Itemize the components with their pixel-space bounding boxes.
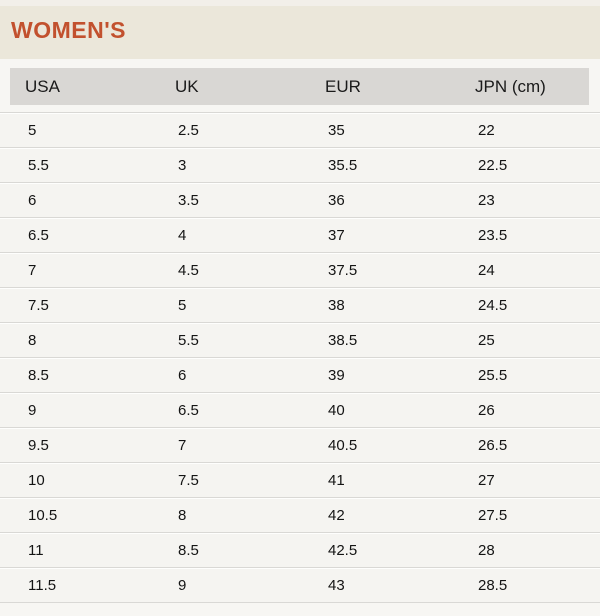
cell-uk: 8: [178, 506, 187, 524]
column-header-usa: USA: [25, 76, 60, 96]
cell-uk: 3: [178, 156, 187, 174]
column-header-jpn: JPN (cm): [475, 76, 546, 96]
column-header-uk: UK: [175, 76, 199, 96]
cell-eur: 40.5: [328, 436, 358, 454]
column-header-eur: EUR: [325, 76, 361, 96]
cell-usa: 8: [28, 331, 37, 349]
section-header-band: WOMEN'S: [0, 0, 600, 59]
table-row: 10.5 8 42 27.5: [0, 497, 600, 532]
table-row: 8.5 6 39 25.5: [0, 357, 600, 392]
size-table-body: 5 2.5 35 22 5.5 3 35.5 22.5 6 3.5 36 23 …: [0, 112, 600, 603]
cell-usa: 10.5: [28, 506, 58, 524]
cell-usa: 8.5: [28, 366, 49, 384]
table-row: 7 4.5 37.5 24: [0, 252, 600, 287]
cell-uk: 4: [178, 226, 187, 244]
cell-eur: 35: [328, 121, 345, 139]
cell-eur: 40: [328, 401, 345, 419]
cell-usa: 5: [28, 121, 37, 139]
cell-eur: 43: [328, 576, 345, 594]
table-row: 6.5 4 37 23.5: [0, 217, 600, 252]
cell-jpn: 25: [478, 331, 495, 349]
cell-eur: 37.5: [328, 261, 358, 279]
cell-jpn: 26.5: [478, 436, 508, 454]
cell-eur: 35.5: [328, 156, 358, 174]
cell-eur: 36: [328, 191, 345, 209]
cell-eur: 42.5: [328, 541, 358, 559]
table-row: 8 5.5 38.5 25: [0, 322, 600, 357]
table-row: 9 6.5 40 26: [0, 392, 600, 427]
cell-uk: 2.5: [178, 121, 199, 139]
table-row: 11.5 9 43 28.5: [0, 567, 600, 602]
table-row: 7.5 5 38 24.5: [0, 287, 600, 322]
cell-uk: 5: [178, 296, 187, 314]
cell-uk: 5.5: [178, 331, 199, 349]
cell-uk: 7: [178, 436, 187, 454]
cell-usa: 10: [28, 471, 45, 489]
table-row: 5.5 3 35.5 22.5: [0, 147, 600, 182]
size-table-header-row: USA UK EUR JPN (cm): [10, 68, 589, 105]
cell-eur: 41: [328, 471, 345, 489]
cell-jpn: 28.5: [478, 576, 508, 594]
cell-uk: 9: [178, 576, 187, 594]
cell-jpn: 23: [478, 191, 495, 209]
cell-jpn: 27.5: [478, 506, 508, 524]
cell-jpn: 26: [478, 401, 495, 419]
cell-eur: 38.5: [328, 331, 358, 349]
table-row: 9.5 7 40.5 26.5: [0, 427, 600, 462]
section-title: WOMEN'S: [11, 17, 127, 43]
cell-jpn: 22: [478, 121, 495, 139]
cell-jpn: 24: [478, 261, 495, 279]
cell-jpn: 27: [478, 471, 495, 489]
cell-usa: 7.5: [28, 296, 49, 314]
cell-eur: 39: [328, 366, 345, 384]
cell-usa: 11: [28, 541, 44, 559]
cell-jpn: 25.5: [478, 366, 508, 384]
cell-eur: 38: [328, 296, 345, 314]
cell-uk: 7.5: [178, 471, 199, 489]
table-row: 6 3.5 36 23: [0, 182, 600, 217]
cell-usa: 6: [28, 191, 37, 209]
cell-uk: 3.5: [178, 191, 199, 209]
cell-usa: 9: [28, 401, 37, 419]
cell-eur: 42: [328, 506, 345, 524]
table-row: 5 2.5 35 22: [0, 112, 600, 147]
cell-usa: 5.5: [28, 156, 49, 174]
cell-usa: 9.5: [28, 436, 49, 454]
cell-usa: 7: [28, 261, 37, 279]
cell-jpn: 24.5: [478, 296, 508, 314]
table-row: 11 8.5 42.5 28: [0, 532, 600, 567]
cell-usa: 6.5: [28, 226, 49, 244]
cell-uk: 4.5: [178, 261, 199, 279]
cell-jpn: 23.5: [478, 226, 508, 244]
cell-uk: 6: [178, 366, 187, 384]
cell-jpn: 28: [478, 541, 495, 559]
table-row: 10 7.5 41 27: [0, 462, 600, 497]
size-chart: USA UK EUR JPN (cm) 5 2.5 35 22 5.5 3 35…: [0, 68, 600, 616]
cell-uk: 8.5: [178, 541, 199, 559]
cell-eur: 37: [328, 226, 345, 244]
cell-uk: 6.5: [178, 401, 199, 419]
cell-jpn: 22.5: [478, 156, 508, 174]
cell-usa: 11.5: [28, 576, 57, 594]
